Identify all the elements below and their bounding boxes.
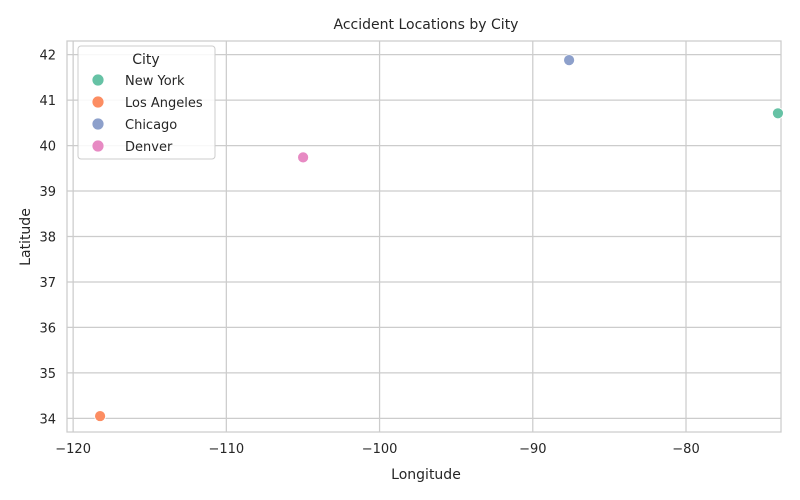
x-tick-label: −110 [208,442,244,457]
scatter-point [772,107,784,120]
x-tick-label: −80 [672,442,699,457]
y-tick-labels: 34 35 36 37 38 39 40 41 42 [39,49,56,428]
legend-label: Denver [125,140,173,155]
x-tick-label: −100 [362,442,398,457]
y-tick-label: 35 [39,367,56,382]
legend-items: New York Los Angeles Chicago Denver [91,73,203,155]
legend-label: New York [125,74,185,89]
y-axis-label: Latitude [18,208,34,266]
y-tick-label: 41 [39,94,56,109]
plot-frame [66,40,782,433]
y-tick-label: 36 [39,321,56,336]
scatter-point [297,151,310,164]
legend-marker [91,95,105,109]
y-tick-label: 40 [39,140,56,155]
legend-label: Chicago [125,118,177,133]
x-tick-labels: −120 −110 −100 −90 −80 [55,442,699,457]
legend-label: Los Angeles [125,96,203,111]
scatter-point [94,410,106,422]
y-tick-label: 39 [39,185,56,200]
data-points [94,54,784,422]
legend-marker [91,139,105,153]
x-axis-label: Longitude [391,467,461,483]
x-tick-label: −120 [55,442,91,457]
x-tick-label: −90 [519,442,546,457]
scatter-point [563,54,575,66]
legend-title: City [132,52,159,68]
legend: City New York Los Angeles Chicago Denver [77,45,216,160]
y-tick-label: 38 [39,231,56,246]
y-tick-label: 34 [39,412,56,427]
chart-title: Accident Locations by City [334,17,519,33]
legend-marker [91,73,105,87]
y-tick-label: 42 [39,49,56,64]
legend-marker [91,117,105,131]
legend-box [77,45,216,160]
y-tick-label: 37 [39,276,56,291]
